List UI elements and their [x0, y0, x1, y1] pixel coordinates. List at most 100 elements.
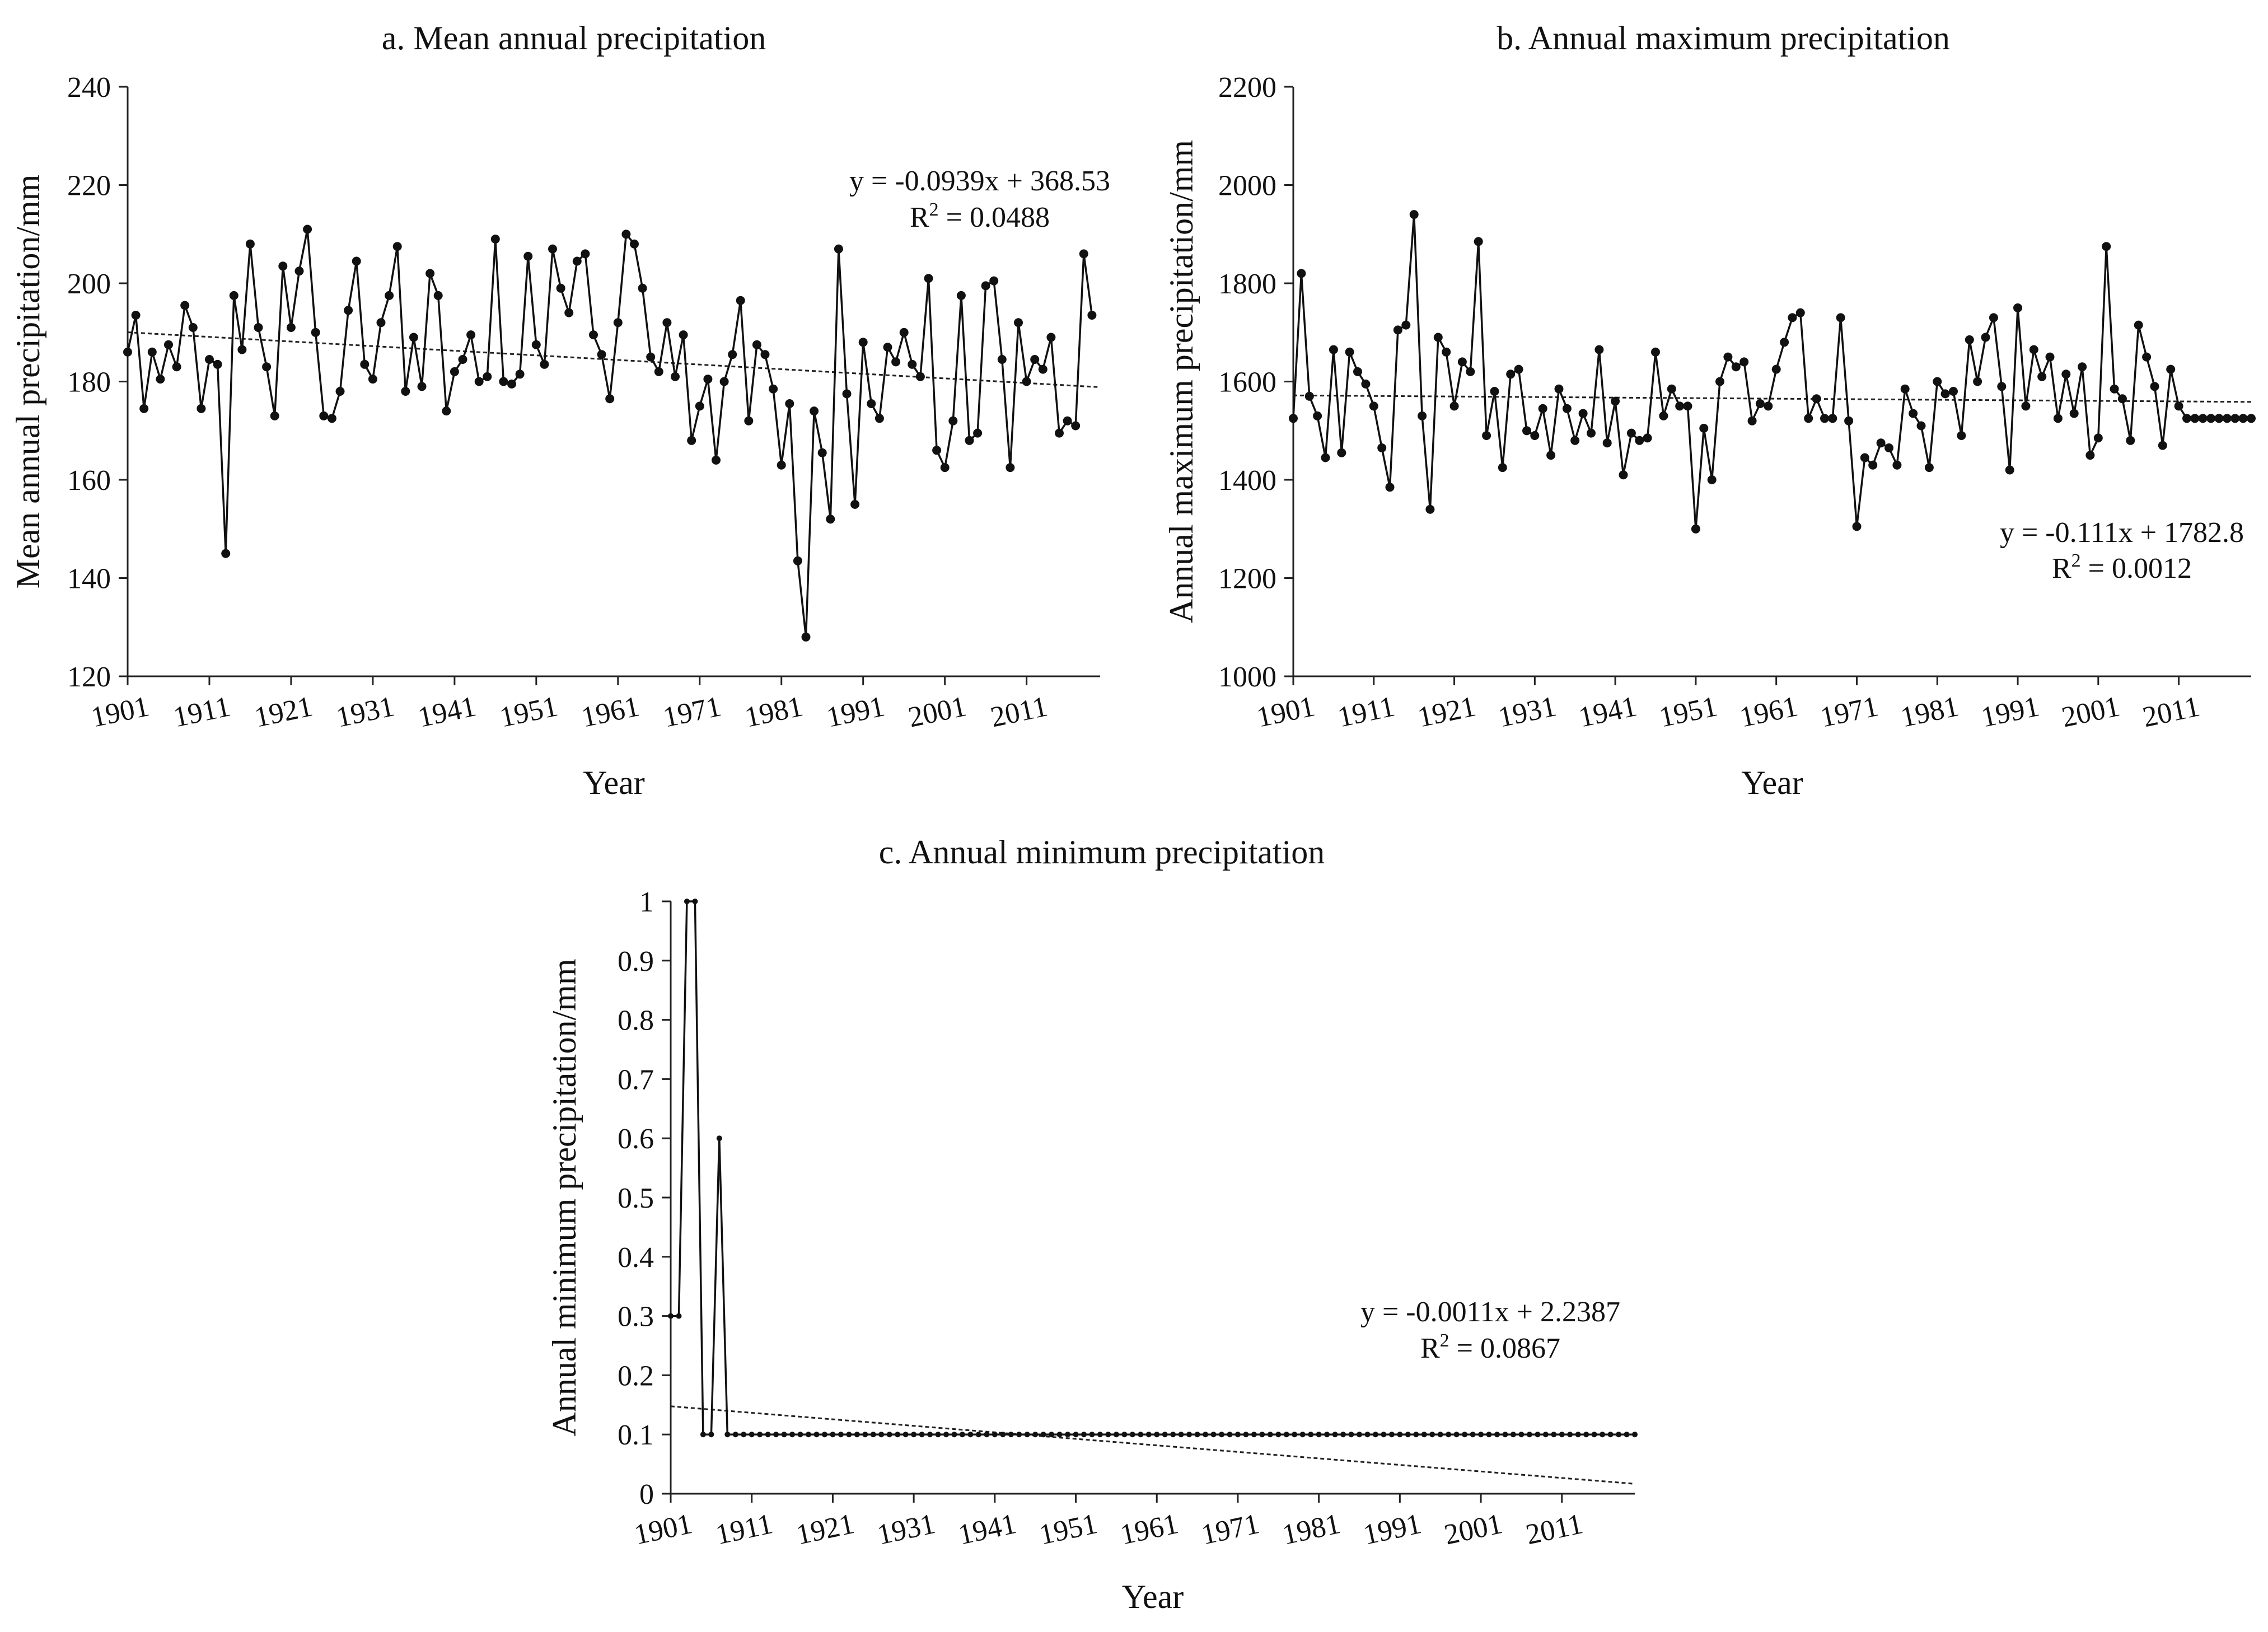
x-tick-label: 2001: [2059, 690, 2123, 733]
data-point: [442, 406, 451, 416]
data-point: [769, 384, 778, 394]
x-tick-label: 2011: [2140, 690, 2202, 733]
data-point: [1635, 436, 1644, 445]
x-tick-label: 1901: [632, 1508, 695, 1551]
data-point: [1470, 1432, 1476, 1438]
data-point: [1372, 1432, 1378, 1438]
data-point: [1510, 1432, 1516, 1438]
data-point: [327, 414, 336, 423]
data-point: [886, 1432, 892, 1438]
x-axis-label: Year: [583, 764, 645, 801]
x-tick-label: 1981: [1279, 1508, 1343, 1551]
data-point: [1289, 414, 1298, 423]
x-tick-label: 1961: [579, 690, 643, 733]
data-point: [1397, 1432, 1403, 1438]
data-point: [1079, 249, 1088, 259]
data-point: [940, 463, 950, 473]
data-point: [1624, 1432, 1630, 1438]
data-point: [919, 1432, 925, 1438]
data-point: [1502, 1432, 1508, 1438]
data-point: [724, 1432, 731, 1438]
data-point: [1055, 428, 1064, 438]
data-point: [1154, 1432, 1160, 1438]
data-point: [668, 1313, 674, 1319]
data-point: [927, 1432, 933, 1438]
data-point: [801, 632, 811, 642]
data-point: [1940, 389, 1950, 399]
data-point: [997, 355, 1007, 364]
data-point: [1049, 1432, 1055, 1438]
data-point: [911, 1432, 917, 1438]
trend-line: [670, 1405, 1635, 1485]
data-point: [1933, 377, 1942, 386]
series-line: [127, 229, 1093, 637]
x-tick-label: 1951: [1036, 1508, 1100, 1551]
y-tick-label: 0.6: [618, 1123, 654, 1155]
data-point: [1194, 1432, 1200, 1438]
y-tick-label: 1600: [1218, 367, 1276, 399]
data-point: [1559, 1432, 1565, 1438]
data-point: [294, 266, 304, 276]
data-point: [854, 1432, 860, 1438]
data-point: [842, 389, 852, 399]
y-axis-label: Annual minimum precipitation/mm: [546, 958, 583, 1436]
data-point: [1032, 1432, 1039, 1438]
data-point: [1401, 320, 1411, 330]
r-squared-label: R2 = 0.0012: [2052, 550, 2192, 584]
data-point: [891, 357, 901, 367]
data-point: [1583, 1432, 1589, 1438]
y-tick-label: 140: [67, 563, 111, 595]
data-point: [1575, 1432, 1581, 1438]
x-tick-label: 1921: [793, 1508, 857, 1551]
data-point: [1457, 357, 1467, 367]
data-point: [1377, 443, 1387, 452]
data-point: [719, 377, 729, 386]
data-point: [810, 406, 819, 416]
data-point: [1482, 431, 1491, 440]
data-point: [2158, 441, 2167, 450]
data-point: [1369, 401, 1378, 411]
data-point: [1965, 335, 1974, 344]
data-point: [1449, 401, 1459, 411]
x-tick-label: 1941: [1576, 690, 1640, 733]
x-tick-label: 2001: [1442, 1508, 1505, 1551]
data-point: [712, 455, 721, 465]
x-tick-label: 1931: [334, 690, 398, 733]
data-point: [1626, 428, 1636, 438]
data-point: [1361, 379, 1371, 389]
data-point: [1385, 483, 1395, 492]
data-point: [1522, 426, 1531, 436]
data-point: [1162, 1432, 1168, 1438]
data-point: [1030, 355, 1040, 364]
data-point: [984, 1432, 990, 1438]
data-point: [409, 333, 418, 342]
data-point: [1178, 1432, 1184, 1438]
y-tick-label: 1: [639, 886, 654, 918]
y-tick-label: 120: [67, 661, 111, 693]
data-point: [1535, 1432, 1541, 1438]
data-point: [180, 301, 190, 310]
chart-panel-c: c. Annual minimum precipitation 0 0.1 0.2 0.…: [546, 834, 1638, 1615]
data-point: [2142, 352, 2152, 362]
x-axis-label: Year: [1741, 764, 1803, 801]
data-point: [1324, 1432, 1330, 1438]
data-point: [1345, 347, 1354, 357]
y-tick-label: 220: [67, 170, 111, 202]
data-point: [858, 338, 868, 347]
y-axis-label: Mean annual precipitation/mm: [10, 175, 46, 589]
data-point: [1667, 384, 1676, 394]
data-point: [975, 1432, 981, 1438]
x-tick-label: 1961: [1737, 690, 1801, 733]
x-tick-label: 1911: [171, 690, 233, 733]
data-point: [245, 239, 255, 249]
data-point: [695, 401, 704, 411]
data-point: [630, 239, 639, 249]
data-point: [1381, 1432, 1387, 1438]
data-point: [2198, 414, 2208, 423]
data-point: [1651, 347, 1660, 357]
data-point: [499, 377, 508, 386]
data-point: [654, 367, 663, 376]
y-tick-label: 0.8: [618, 1005, 654, 1037]
chart-title: c. Annual minimum precipitation: [879, 834, 1325, 871]
data-point: [1413, 1432, 1419, 1438]
